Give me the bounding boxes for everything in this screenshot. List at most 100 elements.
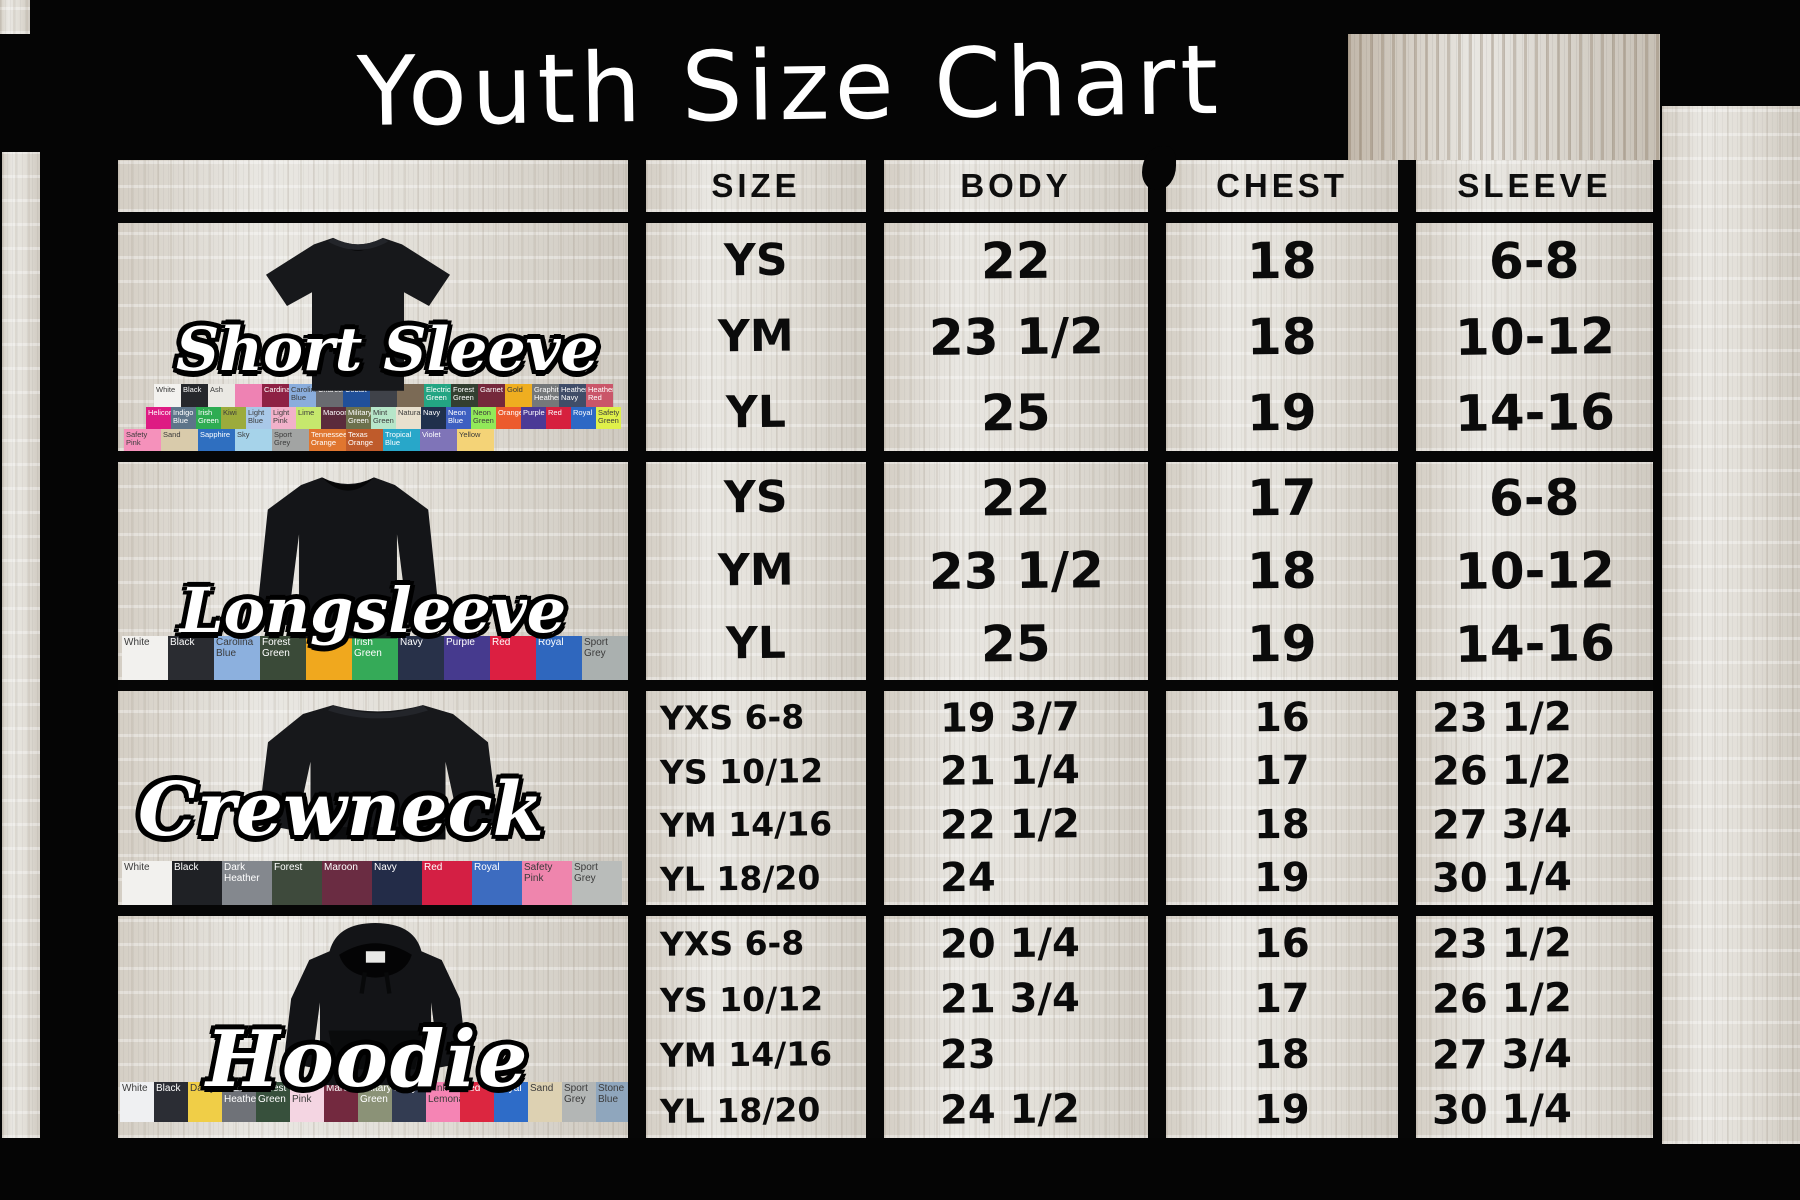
- color-swatch-irish-green: Irish Green: [196, 407, 221, 429]
- body-cell-hoodie: 20 1/4 21 3/4 23 24 1/2: [884, 916, 1148, 1138]
- tshirt-image: [238, 225, 478, 400]
- color-swatch-heather-red: Heather Red: [586, 384, 613, 407]
- sleeve-value: 6-8: [1489, 468, 1580, 528]
- color-swatch-heliconia: Heliconia: [146, 407, 171, 429]
- color-swatch-navy: Navy: [421, 407, 446, 429]
- color-swatch-maroon: Maroon: [324, 1082, 358, 1122]
- color-swatch-sport-grey: Sport Grey: [582, 636, 628, 680]
- color-swatch-ash: Ash: [208, 384, 235, 407]
- color-swatch-military-green: Military Green: [358, 1082, 392, 1122]
- color-swatch-white: White: [122, 636, 168, 680]
- color-swatch-black: Black: [154, 1082, 188, 1122]
- sleeve-cell-crewneck: 23 1/2 26 1/2 27 3/4 30 1/4: [1416, 691, 1653, 905]
- wood-patch-top-right: [1348, 34, 1660, 160]
- body-value: 23: [939, 1031, 996, 1079]
- body-value: 22: [980, 231, 1052, 291]
- color-swatch-neon-green: Neon Green: [471, 407, 496, 429]
- color-swatch: [235, 384, 262, 407]
- sleeve-cell-longsleeve: 6-8 10-12 14-16: [1416, 462, 1653, 680]
- crewneck-image: [228, 691, 528, 859]
- color-swatch-pink-lemonade: Pink Lemonade: [426, 1082, 460, 1122]
- size-value: YM: [717, 310, 795, 363]
- body-value: 23 1/2: [928, 307, 1104, 367]
- color-swatch: [306, 636, 352, 680]
- color-swatch-white: White: [154, 384, 181, 407]
- color-swatch-white: White: [120, 1082, 154, 1122]
- color-swatch-red: Red: [422, 861, 472, 905]
- color-swatch-sand: Sand: [528, 1082, 562, 1122]
- color-swatch-mint-green: Mint Green: [371, 407, 396, 429]
- sleeve-value: 23 1/2: [1431, 694, 1573, 742]
- body-value: 22: [980, 468, 1052, 528]
- color-swatch-navy: Navy: [398, 636, 444, 680]
- chart-title: Youth Size Chart: [356, 23, 1224, 149]
- color-swatch-safety-pink: Safety Pink: [522, 861, 572, 905]
- chest-cell-longsleeve: 17 18 19: [1166, 462, 1398, 680]
- size-value: YL 18/20: [659, 857, 821, 899]
- color-swatch-sport-grey: Sport Grey: [572, 861, 622, 905]
- sleeve-value: 30 1/4: [1431, 1086, 1573, 1134]
- ink-splotch: [1142, 146, 1176, 190]
- wood-strip-left: [2, 152, 40, 1138]
- color-swatch-black: Black: [172, 861, 222, 905]
- color-swatch-military-green: Military Green: [346, 407, 371, 429]
- color-swatch-light-pink: Light Pink: [271, 407, 296, 429]
- color-swatch-white: White: [122, 861, 172, 905]
- color-swatch-tennessee-orange: Tennessee Orange: [309, 429, 346, 451]
- color-swatch-violet: Violet: [420, 429, 457, 451]
- chest-value: 16: [1253, 920, 1311, 968]
- sleeve-value: 23 1/2: [1431, 920, 1573, 968]
- size-value: YS: [723, 234, 789, 287]
- sleeve-value: 6-8: [1489, 231, 1580, 291]
- body-value: 22 1/2: [939, 801, 1081, 849]
- color-swatch-dark-heather: Dark Heather: [222, 1082, 256, 1122]
- garment-cell-longsleeve: White Black Carolina Blue Forest Green Irish…: [118, 462, 628, 680]
- color-swatch-electric-green: Electric Green: [424, 384, 451, 407]
- sleeve-value: 14-16: [1454, 613, 1615, 674]
- chest-value: 19: [1253, 854, 1311, 902]
- size-cell-crewneck: YXS 6-8 YS 10/12 YM 14/16 YL 18/20: [646, 691, 866, 905]
- longsleeve-image: [223, 466, 473, 646]
- chest-value: 18: [1253, 801, 1311, 849]
- size-cell-tshirt: YS YM YL: [646, 223, 866, 451]
- color-swatch-safety-pink: Safety Pink: [124, 429, 161, 451]
- color-swatch-royal: Royal: [571, 407, 596, 429]
- color-swatch-sapphire: Sapphire: [198, 429, 235, 451]
- chest-value: 18: [1246, 231, 1318, 291]
- chest-value: 18: [1246, 541, 1318, 601]
- color-swatch-light-pink: Light Pink: [290, 1082, 324, 1122]
- color-swatch-dark-heather: Dark Heather: [222, 861, 272, 905]
- header-cell-images: [118, 160, 628, 212]
- sleeve-value: 26 1/2: [1431, 975, 1573, 1023]
- sleeve-value: 27 3/4: [1431, 801, 1573, 849]
- size-value: YS: [723, 471, 789, 524]
- color-swatch-maroon: Maroon: [322, 861, 372, 905]
- color-swatch-sport-grey: Sport Grey: [562, 1082, 596, 1122]
- color-swatch-natural: Natural: [396, 407, 421, 429]
- color-swatch-black: Black: [168, 636, 214, 680]
- color-swatch-yellow: Yellow: [457, 429, 494, 451]
- color-swatch-orange: Orange: [496, 407, 521, 429]
- chest-cell-crewneck: 16 17 18 19: [1166, 691, 1398, 905]
- body-value: 21 3/4: [939, 975, 1081, 1023]
- color-swatch-indigo-blue: Indigo Blue: [171, 407, 196, 429]
- color-swatch-carolina-blue: Carolina Blue: [214, 636, 260, 680]
- sleeve-value: 10-12: [1454, 307, 1615, 367]
- swatch-row: Safety Pink Sand Sapphire Sky Sport Grey Tenn…: [124, 429, 628, 451]
- color-swatch-irish-green: Irish Green: [352, 636, 398, 680]
- color-swatch-purple: Purple: [444, 636, 490, 680]
- chest-value: 19: [1253, 1086, 1311, 1134]
- color-swatch-kiwi: Kiwi: [221, 407, 246, 429]
- size-table: SIZE BODY CHEST SLEEVE White Black Ash Card…: [118, 160, 1653, 1138]
- color-swatch-sand: Sand: [161, 429, 198, 451]
- size-value: YXS 6-8: [659, 923, 805, 965]
- sleeve-value: 27 3/4: [1431, 1031, 1573, 1079]
- body-cell-crewneck: 19 3/7 21 1/4 22 1/2 24: [884, 691, 1148, 905]
- sleeve-value: 30 1/4: [1431, 854, 1573, 902]
- swatch-row: White Black Dark Heather Forest Maroon Navy Re…: [122, 861, 628, 905]
- color-swatch-light-blue: Light Blue: [246, 407, 271, 429]
- body-value: 23 1/2: [928, 541, 1104, 601]
